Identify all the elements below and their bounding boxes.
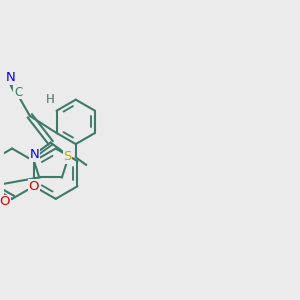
Text: N: N <box>6 71 16 84</box>
Text: S: S <box>63 150 72 163</box>
Text: O: O <box>28 180 39 193</box>
Text: O: O <box>0 195 10 208</box>
Text: H: H <box>46 93 55 106</box>
Text: N: N <box>30 148 40 161</box>
Text: H: H <box>46 93 55 106</box>
Text: C: C <box>14 86 22 99</box>
